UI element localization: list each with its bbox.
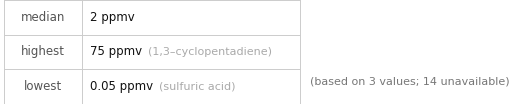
Text: 2 ppmv: 2 ppmv [90, 11, 135, 24]
Text: 75 ppmv: 75 ppmv [90, 46, 142, 58]
Text: (1,3–cyclopentadiene): (1,3–cyclopentadiene) [148, 47, 272, 57]
Text: (sulfuric acid): (sulfuric acid) [159, 82, 236, 92]
Text: lowest: lowest [24, 80, 62, 93]
Text: highest: highest [21, 46, 65, 58]
Text: 0.05 ppmv: 0.05 ppmv [90, 80, 153, 93]
Text: median: median [21, 11, 65, 24]
Text: (based on 3 values; 14 unavailable): (based on 3 values; 14 unavailable) [310, 77, 510, 87]
